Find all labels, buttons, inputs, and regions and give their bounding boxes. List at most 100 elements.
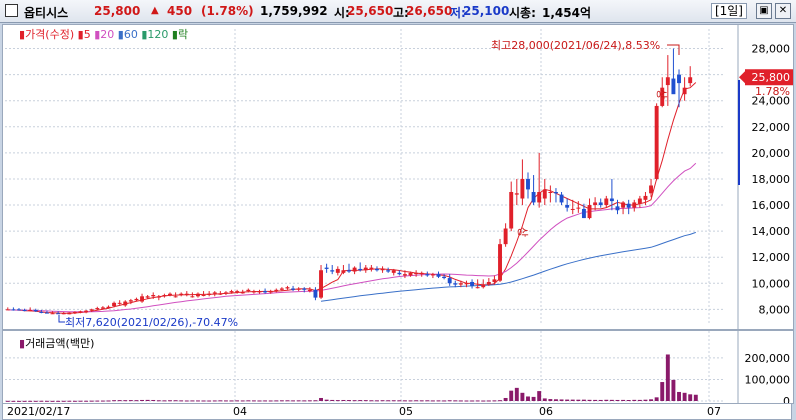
volume-bar <box>11 400 16 402</box>
candle-body <box>509 191 514 229</box>
price-panel[interactable]: ▮가격(수정) ▮5 ▮20 ▮60 ▮120 ▮락 28,00026,0002… <box>2 24 794 330</box>
volume-title: 거래금액(백만) <box>25 337 95 350</box>
price-chart[interactable]: 28,00026,00024,00022,00020,00018,00016,0… <box>3 25 793 329</box>
candle-body <box>419 272 424 275</box>
y-tick-label: 14,000 <box>752 225 791 238</box>
volume-bar <box>347 400 351 402</box>
candle-body <box>207 293 212 296</box>
volume-bar <box>554 399 558 401</box>
volume-bar <box>274 400 279 402</box>
candle-body <box>112 302 117 307</box>
candle-body <box>123 301 128 306</box>
volume-bar <box>168 400 172 402</box>
low-arrow-icon <box>58 315 65 323</box>
candle-body <box>637 198 642 204</box>
candle-body <box>162 295 167 297</box>
y-tick-label: 12,000 <box>752 251 791 264</box>
candle-body <box>50 313 55 315</box>
candle-body <box>196 293 200 297</box>
volume-bar <box>279 400 284 402</box>
volume-bar <box>235 400 240 402</box>
volume-bar <box>537 391 542 401</box>
candle-body <box>654 105 659 179</box>
volume-bar <box>677 391 681 401</box>
candle-body <box>240 292 245 294</box>
candle-body <box>486 281 491 285</box>
candle-body <box>436 274 441 277</box>
title-bar: 옵티시스 25,800 ▲ 450 (1.78%) 1,759,992 시: 2… <box>0 0 796 23</box>
volume-bar <box>548 399 553 401</box>
candle-body <box>151 295 156 297</box>
candle-body <box>621 202 626 208</box>
candle-body <box>626 203 631 208</box>
volume-bar <box>369 400 374 402</box>
volume-bar <box>319 397 323 401</box>
candle-body <box>677 74 681 84</box>
volume-bar <box>50 400 55 402</box>
ma-line-60 <box>320 231 696 302</box>
candle-body <box>414 272 419 275</box>
volume-bar <box>693 394 698 401</box>
volume-chart[interactable]: 200,000 100,000 0 <box>3 331 793 403</box>
close-icon[interactable]: ✕ <box>775 3 791 19</box>
volume-bar <box>128 400 133 402</box>
y-tick-label: 18,000 <box>752 173 791 186</box>
volume-bar <box>352 400 357 402</box>
candle-body <box>341 270 346 273</box>
candle-body <box>593 202 598 206</box>
x-tick-label: 06 <box>539 405 553 418</box>
volume-bar <box>212 400 217 402</box>
volume-bar <box>330 399 335 401</box>
volume-bar <box>419 400 424 402</box>
candle-body <box>285 287 290 289</box>
candle-body <box>128 300 133 302</box>
candle-body <box>430 274 435 276</box>
maximize-icon[interactable]: ▣ <box>756 3 772 19</box>
legend-ma20: 20 <box>100 28 115 41</box>
volume-bar <box>626 400 631 402</box>
volume-bar <box>375 400 379 402</box>
volume-bar <box>100 400 105 402</box>
candle-body <box>526 178 530 190</box>
volume-bar <box>28 400 33 402</box>
volume-panel[interactable]: ▮거래금액(백만) 200,000 100,000 0 <box>2 330 794 404</box>
volume-bar <box>78 400 83 402</box>
candle-body <box>257 291 262 293</box>
volume-bar <box>526 396 530 401</box>
volume: 1,759,992 <box>260 4 328 18</box>
candle-body <box>671 78 676 95</box>
volume-bar <box>671 379 676 401</box>
volume-bar <box>442 400 447 402</box>
volume-bar <box>402 400 407 402</box>
x-axis: 2021/02/17 04 05 06 07 <box>2 403 792 420</box>
volume-bar <box>89 400 94 402</box>
select-checkbox[interactable] <box>5 4 18 17</box>
candle-body <box>537 191 542 203</box>
candle-body <box>67 312 72 315</box>
current-price-pointer-icon <box>739 71 745 84</box>
volume-bar <box>408 400 413 402</box>
candle-body <box>609 198 614 202</box>
candle-body <box>453 283 458 285</box>
candle-body <box>408 272 413 276</box>
candle-body <box>179 293 184 296</box>
period-selector[interactable]: [1일] <box>710 3 747 19</box>
volume-bar <box>380 400 385 402</box>
volume-bar <box>296 400 301 402</box>
candle-body <box>173 296 178 298</box>
volume-bar <box>615 399 620 401</box>
candle-body <box>643 195 648 200</box>
legend-ma5-marker: ▮ <box>77 28 84 41</box>
candle-body <box>576 207 581 209</box>
volume-bar <box>95 400 100 402</box>
legend-price-marker: ▮ <box>19 28 26 41</box>
candle-body <box>106 306 111 309</box>
current-price-label: 25,800 <box>752 71 791 84</box>
y-tick-label: 10,000 <box>752 277 791 290</box>
volume-bar <box>363 400 368 402</box>
candle-body <box>470 281 475 286</box>
low-annotation: 최저7,620(2021/02/26),-70.47% <box>65 316 238 329</box>
candle-body <box>458 283 463 285</box>
volume-tick-label: 100,000 <box>745 373 791 386</box>
volume-bar <box>324 399 329 401</box>
